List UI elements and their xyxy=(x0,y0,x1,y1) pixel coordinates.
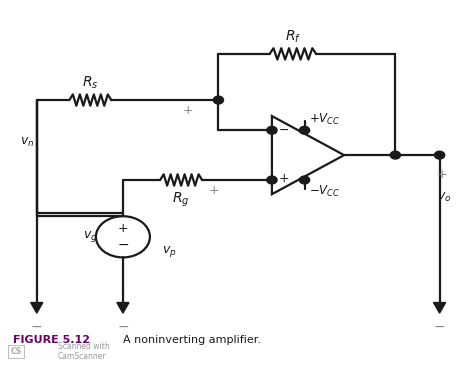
Circle shape xyxy=(300,176,310,184)
Text: +: + xyxy=(279,172,290,185)
Text: $v_n$: $v_n$ xyxy=(20,136,35,149)
Text: −: − xyxy=(117,320,129,334)
Text: −: − xyxy=(279,124,290,137)
Text: +: + xyxy=(183,104,193,117)
Text: $v_o$: $v_o$ xyxy=(437,191,451,204)
Text: CS: CS xyxy=(10,347,21,356)
Circle shape xyxy=(390,151,401,159)
Text: −: − xyxy=(434,320,446,334)
Circle shape xyxy=(435,151,445,159)
Text: $v_g$: $v_g$ xyxy=(82,229,97,244)
Text: FIGURE 5.12: FIGURE 5.12 xyxy=(13,335,91,345)
Circle shape xyxy=(213,96,224,104)
Text: $-V_{CC}$: $-V_{CC}$ xyxy=(309,184,340,199)
Text: +: + xyxy=(118,222,128,236)
Text: $R_g$: $R_g$ xyxy=(173,190,190,209)
Text: +: + xyxy=(437,168,447,181)
Text: A noninverting amplifier.: A noninverting amplifier. xyxy=(116,335,261,345)
Text: −: − xyxy=(117,237,129,252)
Polygon shape xyxy=(31,302,43,313)
Text: −: − xyxy=(31,320,43,334)
Circle shape xyxy=(267,176,277,184)
Text: Scanned with
CamScanner: Scanned with CamScanner xyxy=(58,342,109,361)
Text: $v_p$: $v_p$ xyxy=(163,244,177,258)
Polygon shape xyxy=(434,302,446,313)
Text: $R_f$: $R_f$ xyxy=(285,29,301,45)
Text: $R_s$: $R_s$ xyxy=(82,75,99,91)
Polygon shape xyxy=(117,302,129,313)
Text: $+V_{CC}$: $+V_{CC}$ xyxy=(309,112,340,127)
Circle shape xyxy=(267,126,277,134)
Text: +: + xyxy=(209,184,219,197)
Circle shape xyxy=(300,126,310,134)
